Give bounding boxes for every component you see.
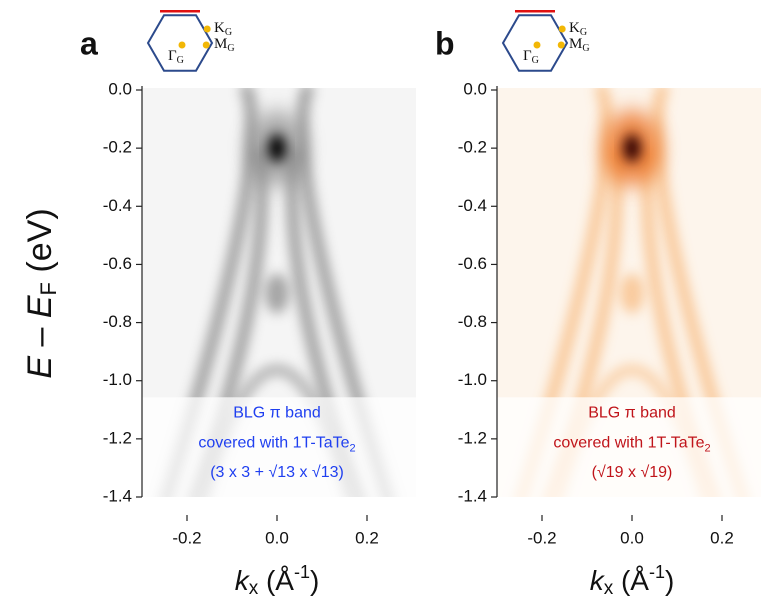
- label-part: K: [569, 20, 580, 36]
- annotation: BLG π band: [588, 405, 676, 422]
- y-tick-label: -1.0: [103, 370, 132, 389]
- inset-label: ΓG: [168, 48, 184, 66]
- panel-label: b: [435, 25, 455, 61]
- high-symmetry-point: [557, 41, 565, 49]
- x-tick-label: 0.0: [620, 528, 644, 547]
- y-tick-label: -1.4: [458, 486, 487, 505]
- annotation-line: covered with 1T-TaTe: [553, 434, 704, 451]
- label-part: –: [21, 318, 59, 356]
- label-part: -1: [294, 562, 310, 582]
- annotation-box: [497, 397, 761, 497]
- inset-label: MG: [569, 36, 590, 54]
- x-tick-label: 0.2: [710, 528, 734, 547]
- annotation: (3 x 3 + √13 x √13): [210, 464, 344, 481]
- y-tick-label: -0.2: [103, 138, 132, 157]
- label-part: x: [604, 578, 614, 599]
- high-symmetry-point: [533, 41, 541, 49]
- spectrum-image: [142, 88, 416, 497]
- secondary-spot: [620, 273, 644, 314]
- inset-label: KG: [569, 20, 587, 38]
- dirac-point: [623, 134, 641, 163]
- y-axis-label: E – EF (eV): [21, 208, 61, 378]
- label-part: ): [310, 565, 319, 596]
- label-part: (eV): [21, 208, 59, 282]
- label-part: M: [214, 36, 227, 52]
- label-part: M: [569, 36, 582, 52]
- label-part: E: [21, 295, 59, 318]
- x-tick-label: 0.0: [265, 528, 289, 547]
- label-part: K: [214, 20, 225, 36]
- y-tick-label: -1.2: [103, 428, 132, 447]
- y-tick-label: -1.0: [458, 370, 487, 389]
- y-tick-label: -0.6: [103, 254, 132, 273]
- annotation: (√19 x √19): [592, 464, 673, 481]
- brillouin-zone: [501, 14, 569, 72]
- panel-label: a: [80, 25, 98, 61]
- label-part: x: [249, 578, 259, 599]
- label-part: k: [235, 565, 251, 596]
- label-part: -1: [649, 562, 665, 582]
- annotation-line: BLG π band: [588, 405, 676, 422]
- label-part: E: [21, 356, 59, 379]
- x-axis-label: kx (Å-1): [590, 562, 675, 599]
- y-tick-label: -0.8: [458, 312, 487, 331]
- spectrum-image: [497, 88, 761, 497]
- high-symmetry-point: [558, 25, 566, 33]
- high-symmetry-point: [178, 41, 186, 49]
- annotation: covered with 1T-TaTe2: [198, 434, 355, 454]
- y-tick-label: -1.4: [103, 486, 132, 505]
- secondary-spot: [265, 273, 289, 314]
- label-part: (Å: [613, 565, 649, 596]
- y-tick-label: -0.6: [458, 254, 487, 273]
- label-part: G: [582, 43, 589, 54]
- y-tick-label: -0.2: [458, 138, 487, 157]
- label-part: k: [590, 565, 606, 596]
- label-part: G: [225, 27, 232, 38]
- y-tick-label: 0.0: [108, 79, 132, 98]
- label-part: G: [177, 55, 184, 66]
- x-tick-label: 0.2: [355, 528, 379, 547]
- brillouin-zone: [146, 14, 214, 72]
- y-tick-label: -0.8: [103, 312, 132, 331]
- inset-label: KG: [214, 20, 232, 38]
- panel: BLG π band covered with 1T-TaTe2 (3 x 3 + …: [21, 10, 416, 599]
- high-symmetry-point: [202, 41, 210, 49]
- label-part: G: [580, 27, 587, 38]
- x-tick-label: -0.2: [172, 528, 201, 547]
- y-tick-label: -0.4: [103, 196, 132, 215]
- label-part: G: [532, 55, 539, 66]
- y-tick-label: 0.0: [463, 79, 487, 98]
- label-part: ): [665, 565, 674, 596]
- panel: BLG π band covered with 1T-TaTe2 (√19 x √1…: [435, 10, 761, 599]
- label-part: (Å: [258, 565, 294, 596]
- inset-label: ΓG: [523, 48, 539, 66]
- y-tick-label: -1.2: [458, 428, 487, 447]
- annotation-line: covered with 1T-TaTe: [198, 434, 349, 451]
- subscript: 2: [705, 442, 711, 454]
- x-tick-label: -0.2: [527, 528, 556, 547]
- inset-label: MG: [214, 36, 235, 54]
- label-part: F: [36, 282, 61, 295]
- label-part: Γ: [523, 48, 532, 64]
- label-part: G: [227, 43, 234, 54]
- dirac-point: [268, 134, 286, 163]
- annotation: BLG π band: [233, 405, 321, 422]
- subscript: 2: [350, 442, 356, 454]
- label-part: Γ: [168, 48, 177, 64]
- y-tick-label: -0.4: [458, 196, 487, 215]
- high-symmetry-point: [203, 25, 211, 33]
- annotation-box: [142, 397, 416, 497]
- x-axis-label: kx (Å-1): [235, 562, 320, 599]
- annotation-line: BLG π band: [233, 405, 321, 422]
- annotation: covered with 1T-TaTe2: [553, 434, 710, 454]
